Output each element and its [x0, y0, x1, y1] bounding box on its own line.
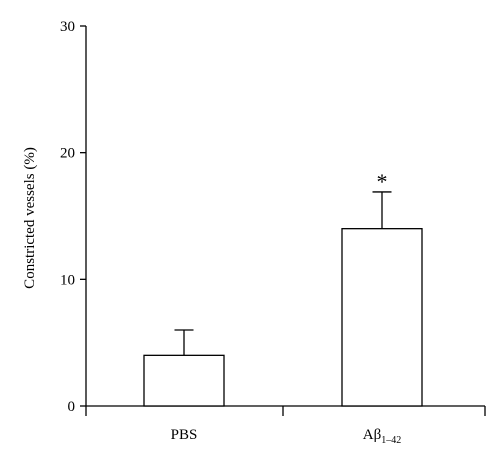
x-tick-label: Aβ1–42 — [363, 427, 401, 446]
bar — [143, 354, 225, 407]
y-tick-label: 10 — [60, 272, 75, 288]
bars: * — [143, 169, 423, 407]
y-tick-label: 0 — [68, 399, 76, 415]
x-axis: PBS Aβ1–42 — [85, 405, 486, 446]
y-tick-label: 30 — [60, 19, 75, 35]
y-axis: 0 10 20 30 — [60, 19, 87, 415]
bar — [341, 228, 423, 407]
significance-marker: * — [377, 169, 388, 194]
y-tick-label: 20 — [60, 146, 75, 162]
y-axis-label: Constricted vessels (%) — [22, 147, 38, 289]
x-tick-label: PBS — [171, 427, 198, 443]
